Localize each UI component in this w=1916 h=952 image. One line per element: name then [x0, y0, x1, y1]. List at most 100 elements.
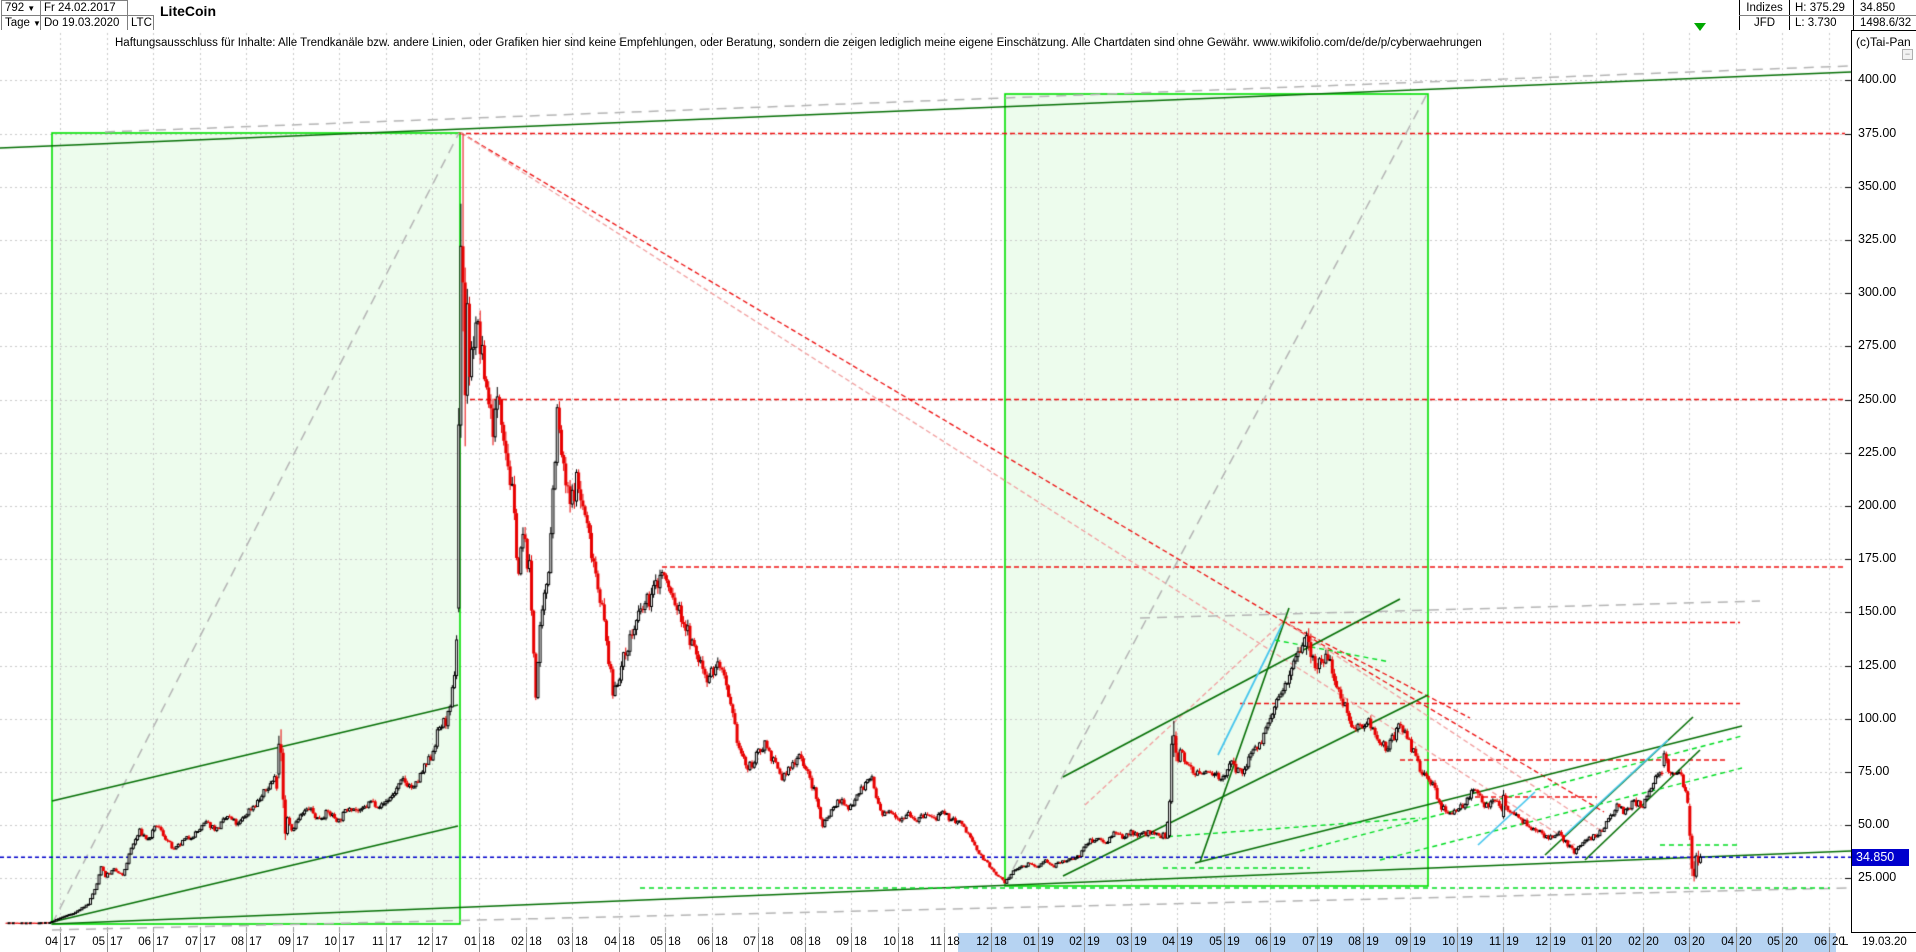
x-axis-month-label: 02 [1628, 936, 1641, 948]
current-date-marker-icon [1694, 23, 1706, 31]
x-axis-tick [991, 933, 992, 952]
x-axis-corner-date: 19.03.20 [1862, 936, 1907, 948]
end-date-field[interactable]: Do 19.03.2020 [40, 15, 128, 31]
x-axis-month-label: 05 [650, 936, 663, 948]
x-axis-year-label: 19 [1366, 936, 1379, 948]
x-axis-tick [1131, 933, 1132, 952]
x-axis-month-label: 09 [836, 936, 849, 948]
x-axis-month-label: 06 [697, 936, 710, 948]
current-price-tag: 34.850 [1852, 849, 1909, 867]
y-axis-label: 200.00 [1858, 497, 1897, 512]
y-axis-label: 375.00 [1858, 125, 1897, 140]
x-axis-month-label: 07 [185, 936, 198, 948]
x-axis-month-label: 03 [1116, 936, 1129, 948]
x-axis-year-label: 18 [668, 936, 681, 948]
plot-right-border [1851, 30, 1852, 933]
y-axis-label: 400.00 [1858, 72, 1897, 87]
x-axis-tick [1224, 933, 1225, 952]
end-date-value: Do 19.03.2020 [44, 17, 120, 29]
y-axis-label: 250.00 [1858, 391, 1897, 406]
dropdown-arrow-icon: ▼ [32, 18, 41, 28]
x-axis-tick [526, 933, 527, 952]
x-axis-tick [712, 933, 713, 952]
x-axis-tick [1177, 933, 1178, 952]
x-axis-year-label: 20 [1646, 936, 1659, 948]
x-axis-year-label: 19 [1041, 936, 1054, 948]
x-axis-year-label: 19 [1413, 936, 1426, 948]
x-axis-month-label: 12 [417, 936, 430, 948]
y-axis-label: 275.00 [1858, 338, 1897, 353]
x-axis-tick [432, 933, 433, 952]
x-axis-year-label: 17 [249, 936, 262, 948]
x-axis-month-label: 08 [231, 936, 244, 948]
collapse-icon[interactable]: − [1902, 49, 1913, 60]
x-axis-year-label: 17 [435, 936, 448, 948]
x-axis-tick [1084, 933, 1085, 952]
watermark-label: (c)Tai-Pan [1856, 35, 1911, 49]
y-axis-label: 125.00 [1858, 657, 1897, 672]
x-axis-tick [1503, 933, 1504, 952]
x-axis-year-label: 19 [1087, 936, 1100, 948]
info-broker: JFD [1753, 16, 1776, 29]
x-axis-tick [107, 933, 108, 952]
x-axis-tick [1829, 933, 1830, 952]
y-axis-label: 225.00 [1858, 444, 1897, 459]
start-date-value: Fr 24.02.2017 [44, 2, 116, 14]
x-axis-month-label: 11 [372, 936, 384, 948]
info-high: H: 375.29 [1795, 1, 1845, 14]
info-volume: 1498.6/32 [1860, 16, 1912, 29]
bars-count-dropdown[interactable]: 792 ▼ [1, 0, 41, 16]
y-axis-label: 325.00 [1858, 231, 1897, 246]
x-axis-year-label: 19 [1553, 936, 1566, 948]
x-axis-month-label: 05 [92, 936, 105, 948]
y-axis-label: 350.00 [1858, 178, 1897, 193]
x-axis-month-label: 12 [1535, 936, 1548, 948]
y-axis-label: 150.00 [1858, 604, 1897, 619]
x-axis-tick [1782, 933, 1783, 952]
x-axis-month-label: 10 [1442, 936, 1455, 948]
symbol-value: LTC [131, 17, 152, 29]
x-axis-tick [339, 933, 340, 952]
x-axis-tick [944, 933, 945, 952]
x-axis-month-label: 05 [1209, 936, 1222, 948]
x-axis-year-label: 18 [808, 936, 821, 948]
x-axis-year-label: 17 [156, 936, 169, 948]
x-axis-month-label: 01 [464, 936, 477, 948]
info-last-price: 34.850 [1860, 1, 1896, 14]
start-date-field[interactable]: Fr 24.02.2017 [40, 0, 128, 16]
x-axis-tick [386, 933, 387, 952]
x-axis-month-label: 09 [278, 936, 291, 948]
x-axis-month-label: 06 [138, 936, 151, 948]
x-axis-month-label: 11 [1489, 936, 1501, 948]
x-axis-tick [1689, 933, 1690, 952]
price-chart-canvas[interactable] [0, 30, 1851, 933]
x-axis: 04 17 05 17 06 17 07 17 08 17 09 17 10 17 11 17 12 17 01 18… [0, 933, 1916, 952]
x-axis-year-label: 18 [761, 936, 774, 948]
x-axis-tick [200, 933, 201, 952]
x-axis-tick [1410, 933, 1411, 952]
x-axis-tick [1317, 933, 1318, 952]
x-axis-month-label: 04 [45, 936, 58, 948]
x-axis-tick [1596, 933, 1597, 952]
bars-count-value: 792 [5, 2, 25, 14]
x-axis-year-label: 18 [854, 936, 867, 948]
x-axis-tick [665, 933, 666, 952]
x-axis-year-label: 17 [389, 936, 402, 948]
timeframe-dropdown[interactable]: Tage ▼ [1, 15, 41, 31]
x-axis-month-label: 08 [790, 936, 803, 948]
x-axis-month-label: 07 [1302, 936, 1315, 948]
x-axis-year-label: 18 [715, 936, 728, 948]
x-axis-month-label: 03 [557, 936, 570, 948]
x-axis-month-label: 04 [604, 936, 617, 948]
x-axis-year-label: 17 [63, 936, 76, 948]
dropdown-arrow-icon: ▼ [27, 3, 36, 13]
x-axis-month-label: 01 [1023, 936, 1036, 948]
x-axis-tick [851, 933, 852, 952]
x-axis-year-label: 17 [203, 936, 216, 948]
x-axis-tick [1736, 933, 1737, 952]
x-axis-year-label: 19 [1134, 936, 1147, 948]
x-axis-year-label: 18 [901, 936, 914, 948]
x-axis-month-label: 10 [883, 936, 896, 948]
y-axis-label: 75.00 [1858, 763, 1890, 778]
x-axis-year-label: 20 [1599, 936, 1612, 948]
